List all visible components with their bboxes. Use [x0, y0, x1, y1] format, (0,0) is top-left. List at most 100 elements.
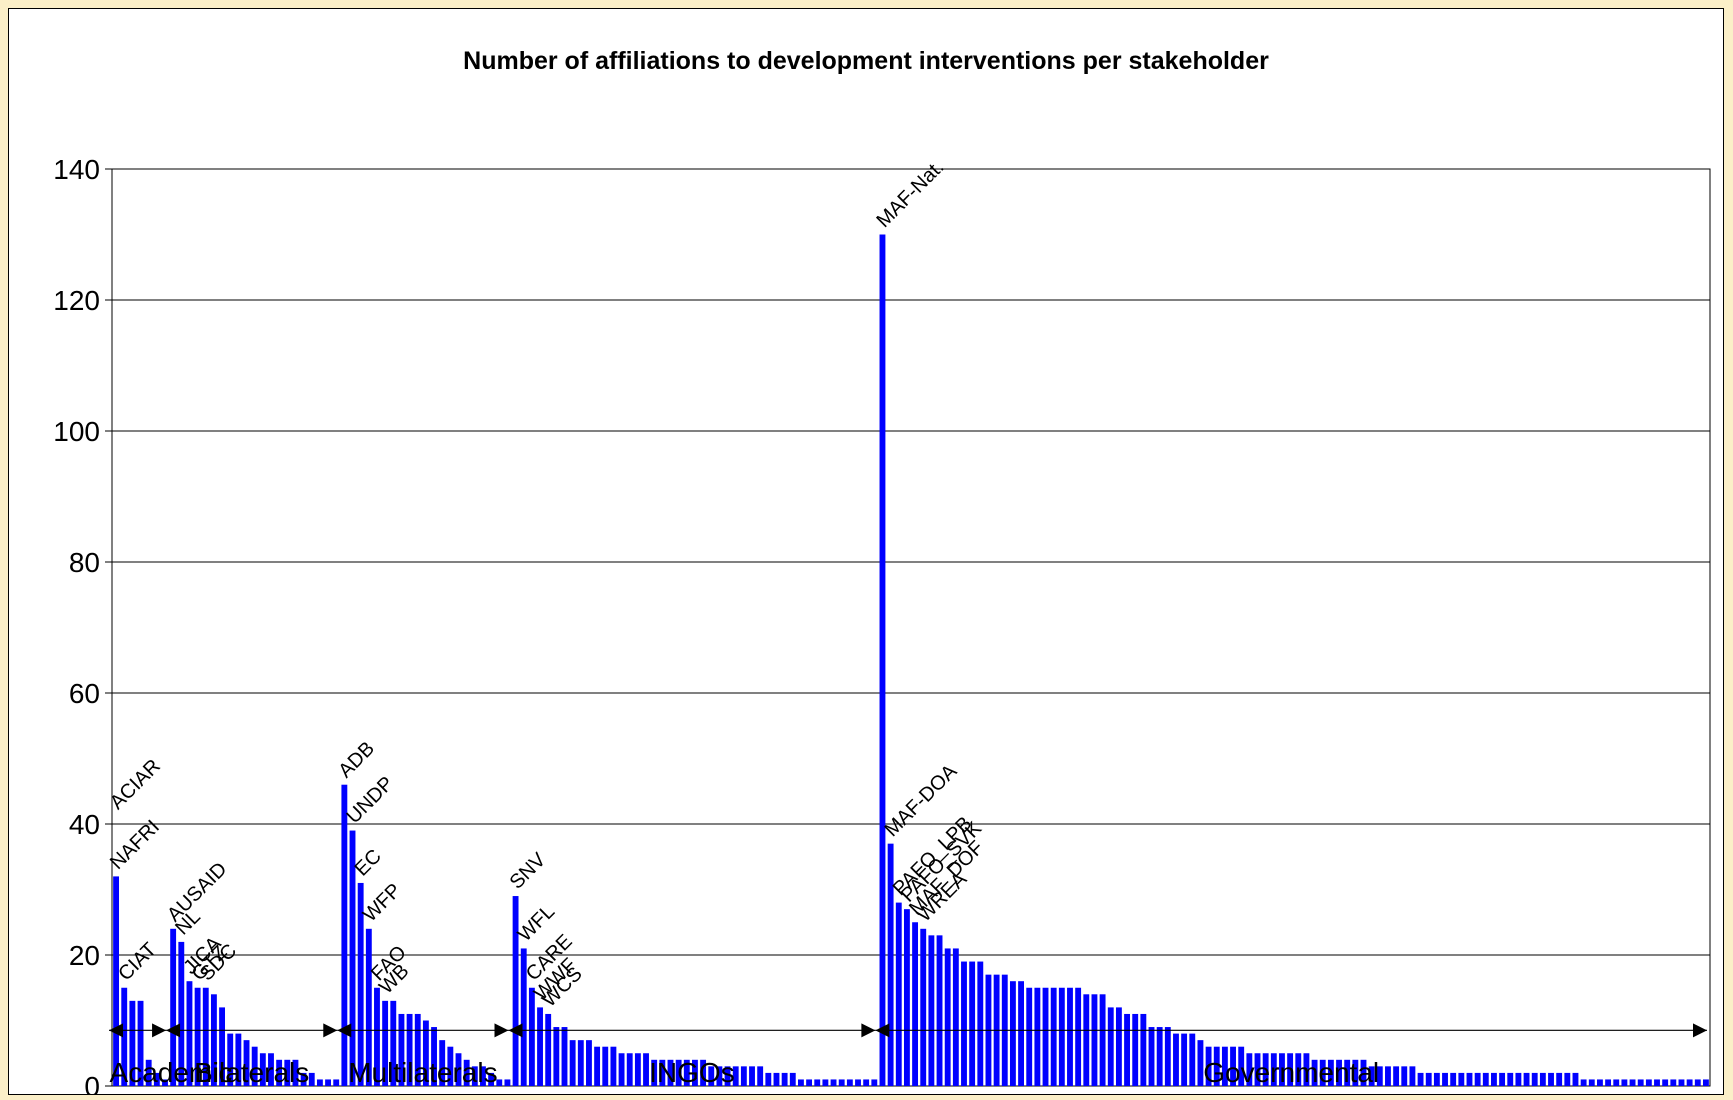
bar: [259, 1053, 266, 1086]
bar: [1629, 1079, 1636, 1086]
bar: [1132, 1013, 1139, 1086]
bar: [1124, 1013, 1130, 1086]
group-arrow-head: [508, 1023, 523, 1038]
bar: [504, 1079, 511, 1086]
bar: [912, 922, 919, 1086]
y-tick-label: 100: [53, 416, 100, 447]
bar: [944, 948, 951, 1086]
bar: [496, 1079, 503, 1086]
bars: [113, 234, 1709, 1086]
bar: [692, 1059, 698, 1086]
bar: [121, 987, 128, 1086]
bar: [1376, 1066, 1383, 1086]
bar: [162, 1079, 168, 1086]
bar: [814, 1079, 821, 1086]
bar: [145, 1059, 152, 1086]
bar: [1531, 1072, 1538, 1086]
group-arrow-head: [337, 1023, 352, 1038]
bar: [1295, 1053, 1302, 1086]
bar: [1042, 987, 1049, 1086]
bar: [716, 1066, 723, 1086]
bar: [1670, 1079, 1677, 1086]
bar: [1173, 1033, 1179, 1086]
bar: [431, 1027, 437, 1086]
bar: [292, 1059, 299, 1086]
bar: [1099, 994, 1106, 1086]
chart-frame: Number of affiliations to development in…: [8, 8, 1724, 1100]
bar: [724, 1066, 731, 1086]
group-label: INGOs: [649, 1057, 735, 1088]
bar: [1621, 1079, 1628, 1086]
bar: [1678, 1079, 1685, 1086]
bar: [1605, 1079, 1612, 1086]
group-arrow-head: [1693, 1023, 1707, 1038]
y-axis-ticks: 0 20 40 60 80 100 120 140: [53, 154, 112, 1100]
bar: [1279, 1053, 1285, 1086]
bar: [1205, 1046, 1212, 1086]
bar: [1596, 1079, 1603, 1086]
bar: [1409, 1066, 1416, 1086]
bar: [316, 1079, 323, 1086]
bar: [194, 987, 201, 1086]
bar: [1213, 1046, 1220, 1086]
bar: [1499, 1072, 1506, 1086]
bar: [1360, 1059, 1367, 1086]
group-arrow-head: [861, 1023, 876, 1038]
bar: [170, 928, 177, 1086]
bar: [545, 1013, 552, 1086]
bar: [1694, 1079, 1701, 1086]
bar: [675, 1059, 682, 1086]
bar: [977, 961, 984, 1086]
bar: [374, 987, 380, 1086]
bar: [561, 1027, 568, 1086]
bar: [602, 1046, 609, 1086]
bar: [1588, 1079, 1595, 1086]
bar: [137, 1000, 144, 1086]
bar: [1613, 1079, 1620, 1086]
bar: [1466, 1072, 1473, 1086]
bar: [528, 987, 535, 1086]
bar: [1303, 1053, 1310, 1086]
bar: [871, 1079, 878, 1086]
bar: [830, 1079, 837, 1086]
bar: [1091, 994, 1098, 1086]
bar: [243, 1040, 250, 1086]
bar: [1083, 994, 1090, 1086]
group-label: Academic: [110, 1057, 233, 1088]
bar: [1417, 1072, 1424, 1086]
bar: [1433, 1072, 1440, 1086]
bar: [1580, 1079, 1587, 1086]
bar: [520, 948, 527, 1086]
bar: [863, 1079, 870, 1086]
bar: [325, 1079, 331, 1086]
bar: [1401, 1066, 1408, 1086]
bar: [349, 830, 356, 1086]
bar: [1385, 1066, 1391, 1086]
bar: [846, 1079, 853, 1086]
bar: [227, 1033, 234, 1086]
bar: [308, 1072, 315, 1086]
bar: [618, 1053, 625, 1086]
bar: [235, 1033, 242, 1086]
bar: [667, 1059, 674, 1086]
bar: [961, 961, 967, 1086]
bar: [577, 1040, 584, 1086]
bar: [1246, 1053, 1253, 1086]
bar: [455, 1053, 462, 1086]
bar: [1515, 1072, 1522, 1086]
bar: [1050, 987, 1057, 1086]
bar: [1507, 1072, 1514, 1086]
bar: [251, 1046, 258, 1086]
bar: [357, 882, 364, 1086]
bar: [895, 902, 902, 1086]
bar: [838, 1079, 845, 1086]
bar: [797, 1079, 804, 1086]
bar: [855, 1079, 861, 1086]
bar: [341, 784, 348, 1086]
y-tick-label: 0: [84, 1071, 100, 1095]
bar: [1556, 1072, 1563, 1086]
bar: [1548, 1072, 1554, 1086]
bar: [1662, 1079, 1669, 1086]
bar: [512, 896, 519, 1086]
bar: [708, 1066, 715, 1086]
